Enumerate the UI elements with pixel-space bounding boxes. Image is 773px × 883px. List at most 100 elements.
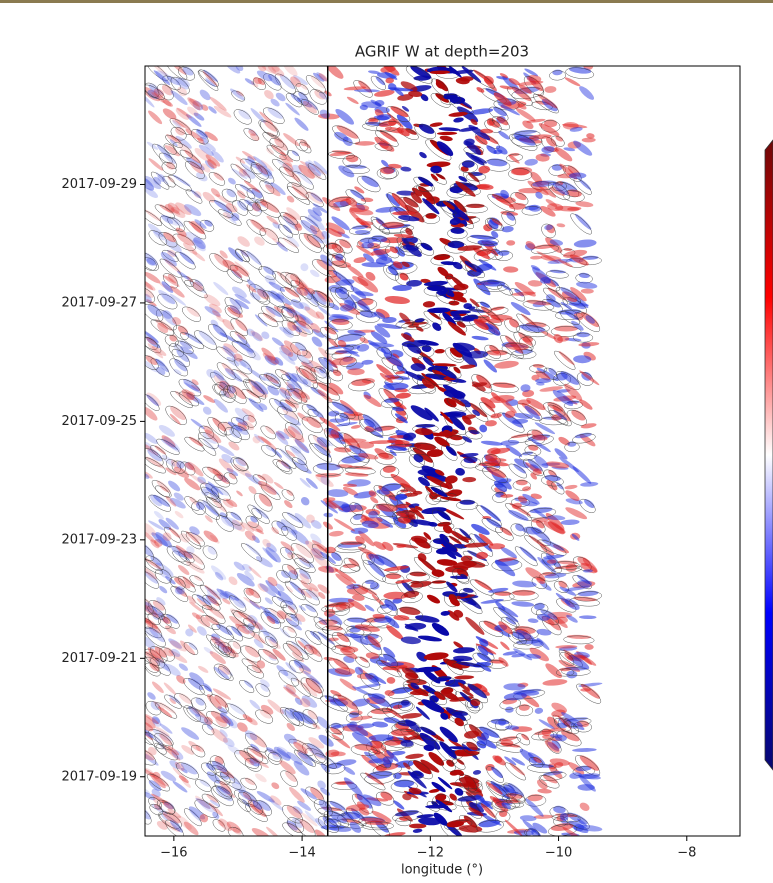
field-blob bbox=[401, 712, 422, 719]
contour bbox=[493, 525, 515, 544]
field-blob bbox=[578, 341, 599, 347]
field-blob bbox=[503, 266, 518, 273]
field-blob bbox=[393, 615, 409, 621]
field-blob bbox=[536, 628, 552, 636]
field-blob bbox=[555, 205, 580, 212]
field-blob bbox=[421, 345, 431, 353]
field-blob bbox=[291, 149, 300, 157]
field-blob bbox=[347, 617, 367, 623]
field-blob bbox=[151, 680, 166, 694]
field-blob bbox=[435, 349, 445, 354]
y-tick-label: 2017-09-21 bbox=[61, 651, 137, 666]
contour bbox=[412, 555, 442, 581]
x-tick-label: −16 bbox=[160, 846, 187, 861]
field-blob bbox=[168, 404, 188, 422]
field-blob bbox=[206, 544, 218, 556]
field-blob bbox=[487, 158, 508, 168]
top-bar bbox=[0, 0, 773, 3]
field-blob bbox=[568, 302, 589, 307]
field-blob bbox=[235, 156, 246, 165]
field-blob bbox=[439, 127, 461, 132]
field bbox=[128, 58, 603, 847]
y-tick-label: 2017-09-27 bbox=[61, 295, 137, 310]
field-blob bbox=[454, 675, 474, 680]
field-blob bbox=[437, 132, 457, 136]
field-blob bbox=[409, 824, 426, 829]
field-blob bbox=[494, 360, 519, 370]
field-blob bbox=[197, 665, 209, 675]
field-blob bbox=[284, 102, 301, 117]
field-blob bbox=[212, 280, 230, 296]
x-tick-label: −12 bbox=[417, 846, 444, 861]
contour bbox=[193, 777, 213, 794]
field-blob bbox=[560, 519, 579, 525]
field-blob bbox=[579, 615, 597, 619]
field-blob bbox=[249, 218, 269, 235]
field-blob bbox=[534, 707, 543, 714]
field-blob bbox=[547, 560, 557, 564]
field-blob bbox=[541, 145, 555, 153]
colorbar bbox=[765, 140, 773, 770]
field-blob bbox=[158, 585, 168, 595]
field-blob bbox=[577, 84, 596, 102]
field-blob bbox=[429, 122, 442, 128]
field-blob bbox=[578, 801, 591, 813]
field-blob bbox=[399, 605, 421, 616]
field-blob bbox=[501, 284, 512, 292]
field-blob bbox=[384, 295, 410, 305]
field-blob bbox=[236, 189, 248, 200]
field-blob bbox=[273, 481, 284, 490]
field-blob bbox=[444, 444, 458, 457]
field-blob bbox=[580, 422, 597, 429]
field-blob bbox=[504, 819, 524, 838]
field-blob bbox=[328, 410, 340, 417]
field-blob bbox=[396, 392, 412, 399]
field-blob bbox=[553, 805, 566, 814]
field-blob bbox=[244, 776, 257, 786]
field-blob bbox=[473, 769, 482, 775]
field-blob bbox=[537, 788, 552, 794]
field-blob bbox=[455, 467, 466, 476]
chart-title: AGRIF W at depth=203 bbox=[355, 43, 529, 61]
field-blob bbox=[464, 615, 487, 637]
field-blob bbox=[334, 447, 352, 453]
field-blob bbox=[342, 775, 365, 798]
field-blob bbox=[473, 578, 493, 592]
field-blob bbox=[347, 368, 364, 375]
field-blob bbox=[409, 571, 426, 576]
field-blob bbox=[576, 281, 598, 290]
field-blob bbox=[420, 241, 434, 252]
field-blob bbox=[234, 317, 249, 332]
field-blob bbox=[544, 86, 556, 94]
field-blob bbox=[364, 604, 375, 613]
field-blob bbox=[466, 204, 485, 208]
field-blob bbox=[262, 265, 276, 277]
field-blob bbox=[500, 439, 519, 446]
field-blob bbox=[212, 397, 230, 414]
y-tick-label: 2017-09-29 bbox=[61, 177, 137, 192]
field-blob bbox=[456, 758, 465, 766]
field-blob bbox=[426, 593, 442, 605]
field-blob bbox=[333, 517, 356, 533]
contour bbox=[552, 349, 577, 372]
field-blob bbox=[516, 479, 528, 485]
field-blob bbox=[459, 825, 483, 833]
field-blob bbox=[566, 670, 577, 678]
field-blob bbox=[235, 490, 243, 498]
field-blob bbox=[476, 86, 486, 94]
field-blob bbox=[285, 721, 296, 732]
field-blob bbox=[243, 679, 254, 689]
field-blob bbox=[527, 618, 538, 624]
field-blob bbox=[193, 574, 203, 582]
field-blob bbox=[453, 647, 475, 655]
field-blob bbox=[491, 718, 510, 725]
field-blob bbox=[581, 288, 594, 293]
contour bbox=[513, 544, 540, 568]
field-blob bbox=[497, 129, 511, 140]
field-blob bbox=[309, 268, 321, 278]
field-blob bbox=[330, 733, 351, 750]
field-blob bbox=[400, 166, 411, 172]
field-blob bbox=[418, 151, 428, 160]
field-blob bbox=[265, 826, 282, 842]
